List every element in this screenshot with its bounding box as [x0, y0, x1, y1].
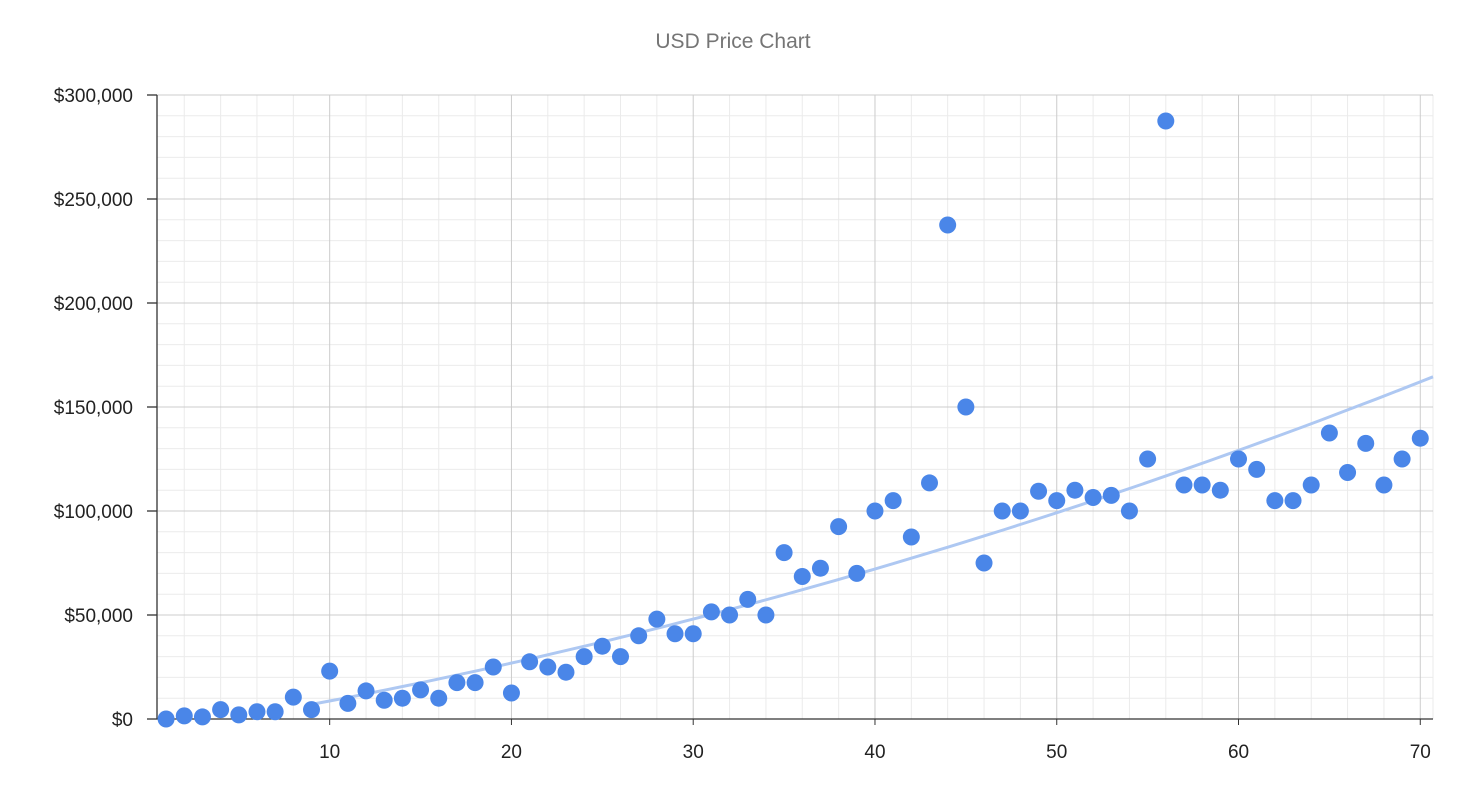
data-point: [393, 689, 411, 707]
data-point: [357, 682, 375, 700]
data-point: [793, 568, 811, 586]
x-tick-label: 70: [1410, 742, 1431, 763]
data-point: [1230, 450, 1248, 468]
data-point: [1175, 476, 1193, 494]
data-point: [975, 554, 993, 572]
data-point: [648, 610, 666, 628]
data-point: [1411, 429, 1429, 447]
data-point: [157, 710, 175, 728]
data-point: [466, 674, 484, 692]
data-point: [1339, 464, 1357, 482]
data-point: [1084, 488, 1102, 506]
data-point: [884, 492, 902, 510]
x-tick-label: 30: [683, 742, 704, 763]
data-point: [902, 528, 920, 546]
data-point: [321, 662, 339, 680]
data-point: [1193, 476, 1211, 494]
data-point: [284, 688, 302, 706]
data-point: [1284, 492, 1302, 510]
y-tick-label: $0: [112, 710, 133, 731]
data-point: [430, 689, 448, 707]
data-point: [484, 658, 502, 676]
data-point: [1375, 476, 1393, 494]
trendline-group: [311, 375, 1434, 706]
data-point: [175, 707, 193, 725]
data-point: [521, 653, 539, 671]
data-point: [630, 627, 648, 645]
data-point: [684, 625, 702, 643]
y-tick-label: $200,000: [54, 294, 133, 315]
data-point: [939, 216, 957, 234]
data-point: [1248, 460, 1266, 478]
x-tick-label: 50: [1046, 742, 1067, 763]
data-point: [575, 648, 593, 666]
data-point: [539, 658, 557, 676]
data-point: [1011, 502, 1029, 520]
data-point: [612, 648, 630, 666]
data-points: [157, 112, 1429, 728]
major-grid: [157, 94, 1434, 719]
y-tick-label: $250,000: [54, 190, 133, 211]
data-point: [866, 502, 884, 520]
data-point: [375, 691, 393, 709]
data-point: [848, 564, 866, 582]
y-tick-label: $100,000: [54, 502, 133, 523]
data-point: [557, 663, 575, 681]
y-tick-label: $300,000: [54, 86, 133, 107]
data-point: [1357, 434, 1375, 452]
data-point: [230, 706, 248, 724]
x-tick-label: 10: [319, 742, 340, 763]
data-point: [1157, 112, 1175, 130]
data-point: [412, 681, 430, 699]
chart-title: USD Price Chart: [655, 30, 811, 53]
data-point: [702, 603, 720, 621]
data-point: [1302, 476, 1320, 494]
data-point: [212, 701, 230, 719]
data-point: [502, 684, 520, 702]
x-axis-tick-labels: 10 20 30 40 50 60 70: [319, 742, 1431, 763]
data-point: [1030, 482, 1048, 500]
data-point: [1048, 492, 1066, 510]
data-point: [957, 398, 975, 416]
data-point: [593, 637, 611, 655]
data-point: [448, 674, 466, 692]
data-point: [1139, 450, 1157, 468]
y-tick-label: $50,000: [64, 606, 133, 627]
axes: [147, 94, 1433, 725]
data-point: [1211, 481, 1229, 499]
data-point: [248, 703, 266, 721]
data-point: [266, 703, 284, 721]
data-point: [1120, 502, 1138, 520]
data-point: [1266, 492, 1284, 510]
x-tick-label: 20: [501, 742, 522, 763]
data-point: [193, 708, 211, 726]
data-point: [830, 518, 848, 536]
data-point: [666, 625, 684, 643]
data-point: [1102, 486, 1120, 504]
y-axis-tick-labels: $0 $50,000 $100,000 $150,000 $200,000 $250,00…: [54, 86, 133, 731]
data-point: [921, 474, 939, 492]
data-point: [775, 544, 793, 562]
data-point: [721, 606, 739, 624]
data-point: [303, 701, 321, 719]
y-tick-label: $150,000: [54, 398, 133, 419]
x-tick-label: 40: [864, 742, 885, 763]
trendline: [311, 375, 1434, 706]
x-tick-label: 60: [1228, 742, 1249, 763]
data-point: [811, 559, 829, 577]
data-point: [1066, 481, 1084, 499]
data-point: [1320, 424, 1338, 442]
data-point: [739, 590, 757, 608]
data-point: [1393, 450, 1411, 468]
data-point: [993, 502, 1011, 520]
data-point: [339, 694, 357, 712]
data-point: [757, 606, 775, 624]
